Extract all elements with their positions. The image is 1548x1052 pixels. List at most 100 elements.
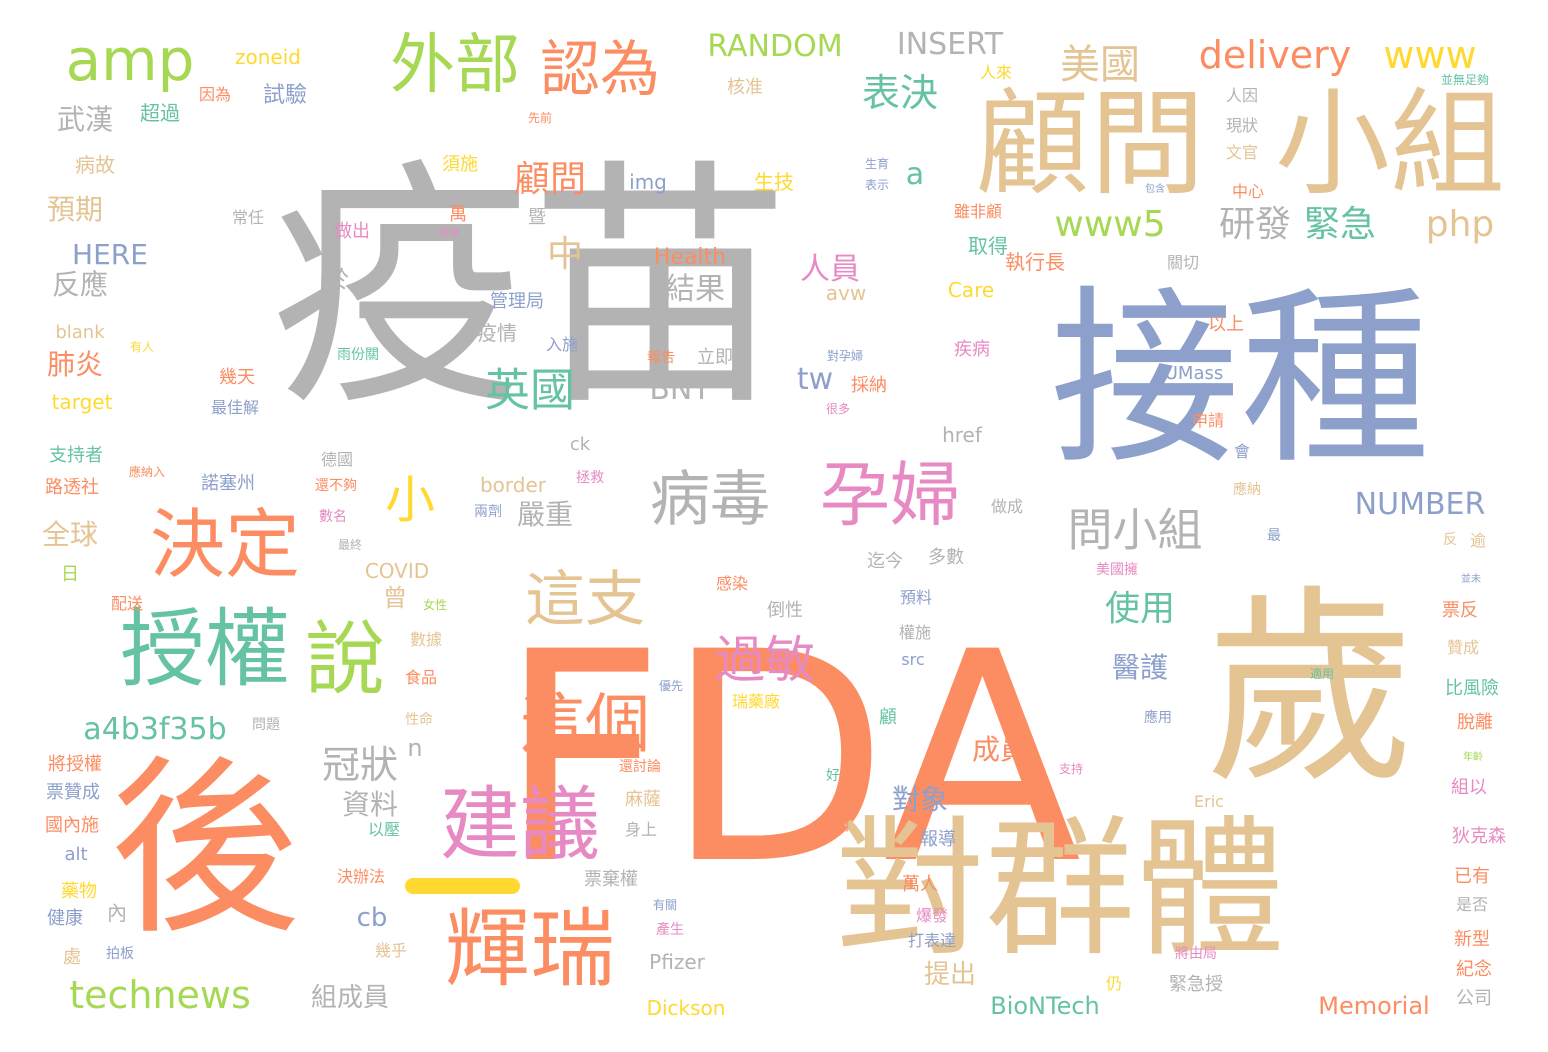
highlight-bar <box>405 878 520 894</box>
cloud-word: 因為 <box>198 85 232 104</box>
cloud-word: 肺炎 <box>46 348 104 381</box>
cloud-word: 試驗 <box>262 83 308 108</box>
cloud-word: 小 <box>385 471 435 529</box>
cloud-word: 已有 <box>1454 866 1490 887</box>
cloud-word: 建議 <box>440 778 600 871</box>
cloud-word: 文官 <box>1225 143 1259 162</box>
cloud-word: img <box>629 170 667 194</box>
cloud-word: 應納入 <box>128 465 166 479</box>
cloud-word: 多數 <box>928 547 964 568</box>
cloud-word: 病故 <box>75 153 115 177</box>
cloud-word: 嚴重 <box>516 498 574 531</box>
cloud-word: www <box>1383 33 1477 77</box>
cloud-word: 可供 <box>438 226 460 240</box>
cloud-word: 女性 <box>422 598 448 612</box>
cloud-word: 人因 <box>1225 86 1259 105</box>
cloud-word: UMass <box>1164 363 1224 384</box>
cloud-word: 這支 <box>525 565 645 635</box>
cloud-word: 報告 <box>647 350 675 366</box>
cloud-word: 現狀 <box>1225 116 1259 135</box>
cloud-word: 提出 <box>923 960 977 990</box>
cloud-word: 顧問 <box>974 77 1206 212</box>
cloud-word: alt <box>64 844 88 865</box>
cloud-word: 生技 <box>754 170 794 194</box>
cloud-word: 做成 <box>990 497 1024 516</box>
cloud-word: RANDOM <box>707 29 843 64</box>
cloud-word: 資料 <box>341 788 399 821</box>
cloud-word: 曾 <box>383 584 407 612</box>
cloud-word: 疫苗 <box>270 139 790 441</box>
cloud-word: 小組 <box>1274 77 1506 212</box>
cloud-word: 雖非顧 <box>953 202 1003 221</box>
cloud-word: Health <box>653 245 727 270</box>
cloud-word: 報導 <box>920 829 956 850</box>
cloud-word: 對群體 <box>834 803 1286 977</box>
cloud-word: 先前 <box>527 111 553 125</box>
cloud-word: 做出 <box>334 221 370 242</box>
cloud-word: 倒性 <box>767 600 803 621</box>
cloud-word: n <box>407 734 423 762</box>
cloud-word: 支持 <box>1058 762 1084 776</box>
cloud-word: 常任 <box>231 208 265 227</box>
cloud-word: 取得 <box>968 234 1008 258</box>
cloud-word: 美國 <box>1060 42 1140 88</box>
cloud-word: 全球 <box>41 518 99 551</box>
cloud-word: 組以 <box>1451 777 1487 798</box>
cloud-word: 配送 <box>110 594 144 613</box>
cloud-word: 說 <box>305 613 385 706</box>
cloud-word: 顧問 <box>513 159 587 200</box>
cloud-word: COVID <box>364 559 430 583</box>
cloud-word: 權施 <box>898 623 932 642</box>
cloud-word: 歲 <box>1204 567 1416 812</box>
cloud-word: 最 <box>1267 528 1281 544</box>
cloud-word: 藥物 <box>61 881 97 902</box>
cloud-word: 決定 <box>149 500 301 589</box>
cloud-word: 預期 <box>46 193 104 226</box>
cloud-word: blank <box>55 322 105 343</box>
cloud-word: 數名 <box>319 509 347 525</box>
cloud-word: 外部 <box>389 27 521 103</box>
cloud-word: 仍 <box>1105 974 1123 993</box>
cloud-word: 以上 <box>1208 314 1244 335</box>
cloud-word: NUMBER <box>1354 487 1486 522</box>
cloud-word: BioNTech <box>990 992 1100 1020</box>
cloud-word: 疾病 <box>954 339 990 360</box>
cloud-word: 萬 <box>449 204 467 225</box>
cloud-word: 食品 <box>404 668 438 687</box>
cloud-word: zoneid <box>235 45 301 69</box>
cloud-word: 人來 <box>979 63 1013 82</box>
cloud-word: tw <box>796 362 834 397</box>
cloud-word: 武漢 <box>56 103 114 136</box>
cloud-word: 美國擁 <box>1096 562 1138 578</box>
cloud-word: 有關 <box>652 898 678 912</box>
cloud-word: ck <box>569 434 591 455</box>
cloud-word: delivery <box>1198 33 1352 77</box>
cloud-word: 是否 <box>1455 895 1489 914</box>
cloud-word: 這個 <box>519 687 651 763</box>
cloud-word: src <box>901 650 925 669</box>
cloud-word: 健康 <box>47 908 83 929</box>
cloud-word: amp <box>65 26 195 94</box>
cloud-word: 新型 <box>1454 929 1490 950</box>
cloud-word: FDA <box>498 591 1082 928</box>
cloud-word: 逾 <box>1469 531 1487 550</box>
cloud-word: 立即 <box>697 347 733 368</box>
cloud-word: 還不夠 <box>315 478 357 494</box>
cloud-word: 包含 <box>1145 184 1165 195</box>
cloud-word: 輝瑞 <box>444 900 616 1000</box>
cloud-word: 反應 <box>51 268 109 301</box>
cloud-word: 反 <box>1443 532 1457 548</box>
cloud-word: 入施 <box>545 335 579 354</box>
cloud-word: 好 <box>826 768 840 784</box>
cloud-word: 身上 <box>624 820 658 839</box>
cloud-word: 有人 <box>129 340 155 354</box>
cloud-word: 聲明 <box>824 819 850 833</box>
cloud-word: Pfizer <box>649 950 705 974</box>
cloud-word: 暨 <box>528 207 546 228</box>
cloud-word: 打表達 <box>907 931 957 950</box>
cloud-word: 兩劑 <box>474 504 502 520</box>
cloud-word: 性命 <box>405 712 433 728</box>
cloud-word: border <box>479 473 547 497</box>
cloud-word: 於 <box>325 266 349 294</box>
